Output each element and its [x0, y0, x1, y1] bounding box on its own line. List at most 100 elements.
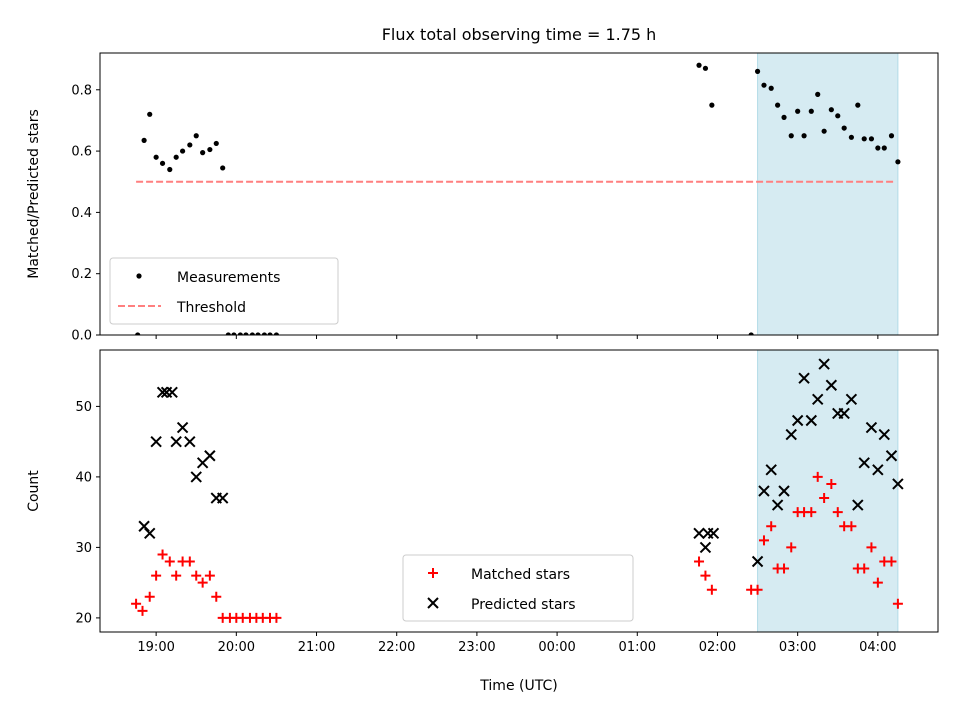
matched-star-marker: [144, 591, 155, 602]
measurement-point: [788, 133, 794, 139]
predicted-star-marker: [751, 555, 764, 568]
predicted-star-marker: [852, 499, 864, 511]
predicted-star-marker: [144, 527, 156, 540]
measurement-point: [237, 332, 243, 335]
x-tick-label: 23:00: [458, 640, 495, 655]
matched-star-marker: [752, 584, 763, 595]
predicted-star-marker: [798, 372, 810, 384]
measurement-point: [841, 125, 847, 131]
x-tick-label: 19:00: [137, 640, 174, 655]
predicted-star-marker: [176, 421, 189, 434]
matched-star-marker: [886, 556, 897, 567]
matched-star-marker: [872, 577, 883, 588]
x-tick-label: 04:00: [859, 640, 896, 655]
measurement-point: [815, 91, 821, 97]
measurement-point: [888, 133, 895, 139]
y-tick-label: 30: [75, 541, 92, 556]
predicted-star-marker: [825, 379, 838, 391]
predicted-star-marker: [699, 541, 712, 554]
count-panel: 20 30 40 50 19:00 20:00 21:00 22:00 23:00 00:00 01…: [26, 349, 939, 694]
matched-star-marker: [892, 598, 903, 609]
y-tick-label: 0.6: [71, 145, 92, 160]
measurement-point: [179, 148, 186, 154]
legend-matched-marker: [428, 568, 438, 578]
matched-star-marker: [866, 542, 877, 553]
matched-star-marker: [197, 577, 208, 588]
matched-star-marker: [171, 570, 182, 581]
measurement-point: [193, 133, 199, 139]
measurement-point: [261, 332, 267, 335]
measurement-point: [895, 159, 901, 165]
measurement-point: [200, 150, 206, 156]
measurement-point: [255, 332, 261, 335]
x-tick-label: 21:00: [298, 640, 335, 655]
predicted-star-marker: [778, 485, 790, 497]
legend-label-threshold: Threshold: [176, 300, 246, 316]
predicted-star-marker: [865, 421, 878, 434]
matched-star-marker: [694, 556, 705, 567]
predicted-star-marker: [204, 450, 216, 462]
predicted-star-marker: [156, 386, 169, 399]
y-axis-label: Count: [26, 470, 42, 512]
matched-star-marker: [786, 542, 797, 553]
measurement-point: [868, 136, 875, 142]
predicted-star-marker: [184, 435, 196, 448]
predicted-star-marker: [216, 492, 229, 504]
y-tick-label: 0.2: [71, 267, 92, 282]
legend-predicted-marker: [427, 597, 439, 609]
measurement-point: [709, 102, 715, 108]
predicted-star-marker: [872, 464, 884, 476]
predicted-star-marker: [858, 457, 870, 469]
x-tick-label: 01:00: [619, 640, 656, 655]
matched-star-marker: [812, 471, 823, 482]
measurement-point: [801, 133, 807, 139]
measurement-point: [147, 111, 153, 117]
highlight-span: [757, 349, 899, 633]
plot-area: [131, 358, 904, 623]
matched-star-marker: [131, 598, 142, 609]
matched-star-marker: [204, 570, 215, 581]
measurement-point: [821, 128, 827, 134]
matched-star-marker: [191, 570, 202, 581]
plot-area: [135, 62, 901, 335]
matched-star-marker: [779, 563, 790, 574]
measurement-point: [768, 85, 774, 91]
predicted-star-marker: [892, 478, 904, 490]
y-axis-label: Matched/Predicted stars: [26, 109, 42, 279]
legend-label-predicted: Predicted stars: [471, 597, 576, 613]
measurement-point: [207, 146, 213, 153]
predicted-star-marker: [150, 435, 162, 448]
axes-frame: [99, 52, 939, 336]
x-axis-label: Time (UTC): [479, 678, 557, 694]
measurement-point: [220, 165, 226, 171]
measurement-point: [861, 136, 867, 142]
measurement-point: [187, 142, 193, 148]
highlight-span: [757, 52, 899, 336]
predicted-star-marker: [138, 520, 150, 532]
measurement-point: [828, 107, 834, 113]
x-tick-label: 02:00: [699, 640, 736, 655]
predicted-star-marker: [190, 471, 202, 483]
measurement-point: [881, 145, 887, 151]
matched-star-marker: [826, 478, 837, 489]
matched-star-marker: [151, 570, 162, 581]
y-tick-label: 0.0: [71, 329, 92, 344]
predicted-star-marker: [707, 527, 720, 540]
legend-label-matched: Matched stars: [471, 567, 570, 583]
y-tick-label: 40: [75, 470, 92, 485]
legend-box: [402, 554, 634, 622]
measurement-point: [213, 140, 219, 147]
x-tick-label: 00:00: [538, 640, 575, 655]
chart-title: Flux total observing time = 1.75 h: [382, 25, 657, 44]
measurement-point: [761, 82, 767, 88]
x-tick-label: 22:00: [378, 640, 415, 655]
matched-star-marker: [164, 556, 175, 567]
matched-star-marker: [766, 521, 777, 532]
measurement-point: [808, 108, 814, 114]
matched-star-marker: [271, 612, 282, 623]
ratio-panel: 0.0 0.2 0.4 0.6 0.8 Matched/Predicted stars Me…: [26, 52, 939, 344]
legend-label-measurements: Measurements: [177, 270, 280, 286]
matched-star-marker: [700, 570, 711, 581]
y-tick-label: 20: [75, 611, 92, 626]
